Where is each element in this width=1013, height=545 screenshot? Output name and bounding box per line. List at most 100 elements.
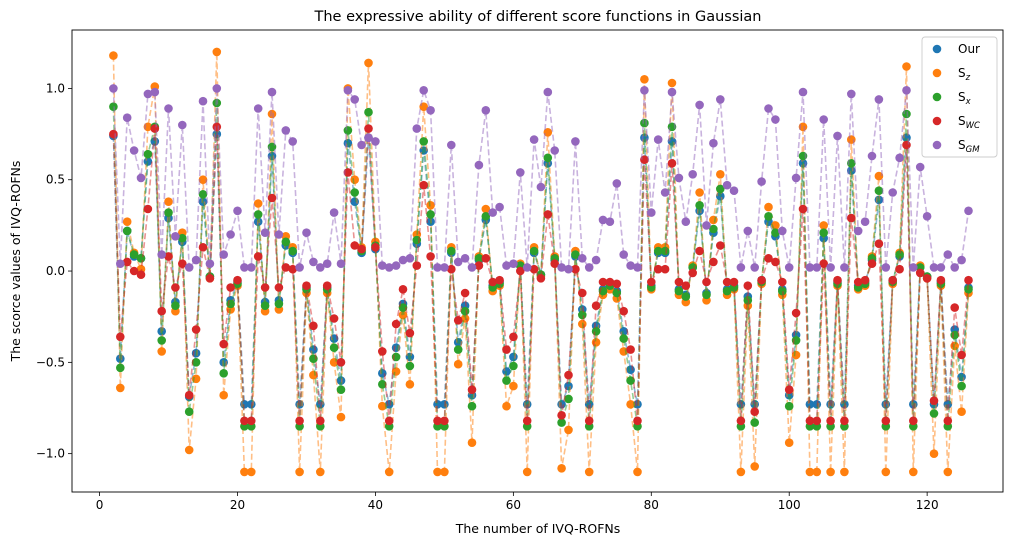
point-sz xyxy=(405,380,415,389)
point-swc xyxy=(184,390,194,400)
point-swc xyxy=(922,274,932,283)
point-sgm xyxy=(143,89,153,99)
point-sgm xyxy=(819,115,828,124)
point-swc xyxy=(178,259,187,269)
point-sgm xyxy=(909,263,918,272)
point-swc xyxy=(212,122,222,132)
point-swc xyxy=(336,358,346,367)
point-swc xyxy=(619,306,628,316)
point-sgm xyxy=(522,263,532,272)
point-sgm xyxy=(233,206,242,216)
point-sx xyxy=(447,246,456,256)
point-sgm xyxy=(184,263,194,272)
point-sgm xyxy=(219,250,228,259)
point-sx xyxy=(350,188,360,197)
point-sgm xyxy=(612,179,622,188)
point-sx xyxy=(157,336,166,345)
point-sx xyxy=(129,250,139,259)
legend-label-subscript: GM xyxy=(966,145,981,155)
point-swc xyxy=(909,416,918,426)
point-sgm xyxy=(405,253,415,263)
point-swc xyxy=(840,416,849,426)
point-sgm xyxy=(198,96,208,106)
y-tick-label: 1.0 xyxy=(46,81,65,95)
point-sgm xyxy=(336,259,346,269)
point-sz xyxy=(626,400,635,409)
point-sx xyxy=(405,361,415,371)
point-swc xyxy=(936,275,946,285)
point-swc xyxy=(709,257,718,267)
point-sz xyxy=(522,467,532,477)
point-sgm xyxy=(150,87,160,97)
point-swc xyxy=(481,253,491,263)
point-sz xyxy=(481,204,491,214)
point-swc xyxy=(819,259,828,269)
point-sgm xyxy=(888,188,897,197)
point-swc xyxy=(674,277,684,287)
point-sx xyxy=(171,301,180,311)
point-sx xyxy=(750,418,759,427)
point-sz xyxy=(819,221,828,230)
point-sgm xyxy=(922,212,932,221)
point-sgm xyxy=(626,261,635,270)
point-swc xyxy=(260,283,270,292)
point-sz xyxy=(253,199,263,208)
point-sgm xyxy=(805,263,815,272)
point-sx xyxy=(378,380,387,389)
point-swc xyxy=(605,277,615,287)
point-swc xyxy=(495,275,504,285)
point-sgm xyxy=(598,215,608,225)
point-sz xyxy=(543,128,553,137)
point-sx xyxy=(329,343,339,353)
point-sx xyxy=(364,107,373,117)
point-sgm xyxy=(798,87,808,97)
point-sx xyxy=(136,253,146,263)
point-swc xyxy=(343,168,353,177)
point-sgm xyxy=(640,86,649,95)
point-swc xyxy=(322,281,332,291)
point-swc xyxy=(467,385,477,395)
point-sgm xyxy=(364,133,373,142)
point-sgm xyxy=(516,168,525,177)
point-sx xyxy=(619,334,628,343)
point-swc xyxy=(826,416,835,426)
point-sz xyxy=(874,171,884,181)
point-swc xyxy=(295,416,304,426)
point-sgm xyxy=(136,173,146,183)
point-sgm xyxy=(840,263,849,272)
legend-marker xyxy=(932,68,942,78)
point-swc xyxy=(129,266,139,276)
point-sgm xyxy=(343,86,353,95)
point-sgm xyxy=(791,173,801,183)
point-sx xyxy=(702,290,711,300)
point-sz xyxy=(509,381,518,391)
point-sz xyxy=(433,467,442,477)
point-swc xyxy=(516,266,525,276)
point-swc xyxy=(357,244,366,254)
point-swc xyxy=(474,261,484,270)
point-sx xyxy=(778,286,787,296)
point-sgm xyxy=(419,86,429,95)
series-sgm xyxy=(109,84,973,274)
point-sgm xyxy=(543,87,553,97)
point-sgm xyxy=(536,182,546,192)
point-sgm xyxy=(322,259,332,269)
point-sz xyxy=(633,467,642,477)
x-tick-label: 40 xyxy=(368,498,383,512)
point-sgm xyxy=(116,259,125,269)
point-sgm xyxy=(784,263,794,272)
point-swc xyxy=(867,259,877,269)
point-swc xyxy=(957,350,966,360)
point-sgm xyxy=(936,263,946,272)
point-sgm xyxy=(171,232,180,241)
point-sgm xyxy=(881,263,891,272)
point-sgm xyxy=(426,106,435,115)
point-sgm xyxy=(205,259,215,269)
point-sgm xyxy=(495,202,504,212)
point-sx xyxy=(260,301,270,311)
point-sgm xyxy=(488,208,498,217)
point-sgm xyxy=(481,106,491,115)
point-swc xyxy=(660,264,670,274)
point-sgm xyxy=(578,253,587,263)
point-sgm xyxy=(667,87,677,97)
